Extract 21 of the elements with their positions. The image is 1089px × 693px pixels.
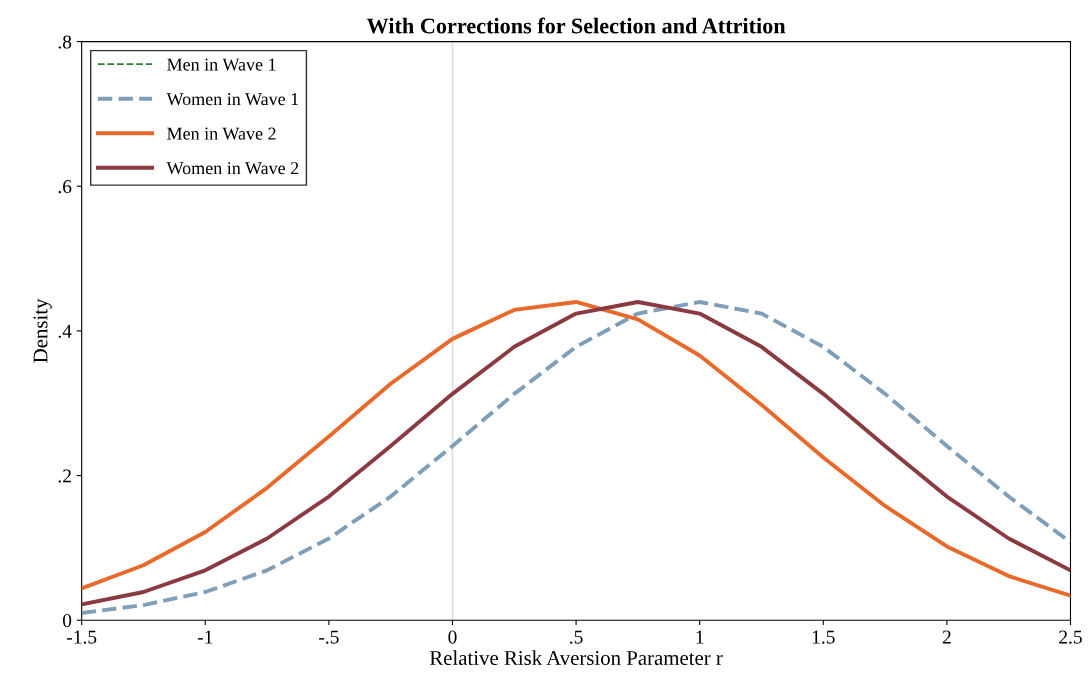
x-tick-label: 2.5	[1059, 630, 1082, 644]
x-tick-label: 2	[942, 630, 951, 644]
legend-label: Women in Wave 2	[166, 162, 299, 175]
x-tick-label: -1	[197, 630, 213, 644]
y-tick-label: .8	[58, 35, 72, 49]
x-tick-label: -1.5	[67, 630, 97, 644]
legend-label: Men in Wave 2	[167, 127, 276, 140]
x-tick-label: -.5	[319, 630, 339, 644]
y-tick-label: 0	[62, 614, 72, 628]
y-tick-label: .2	[58, 469, 71, 483]
chart-title: With Corrections for Selection and Attrition	[366, 17, 786, 34]
y-tick-label: .6	[58, 180, 72, 194]
x-axis-title: Relative Risk Aversion Parameter r	[429, 650, 723, 666]
y-tick-label: .4	[58, 324, 72, 338]
x-tick-label: 1.5	[812, 630, 835, 644]
y-axis-title: Density	[33, 298, 52, 363]
legend-label: Women in Wave 1	[166, 93, 299, 106]
legend-label: Men in Wave 1	[167, 58, 276, 71]
x-tick-label: .5	[570, 630, 583, 644]
x-tick-label: 1	[696, 630, 704, 644]
x-tick-label: 0	[448, 630, 457, 644]
